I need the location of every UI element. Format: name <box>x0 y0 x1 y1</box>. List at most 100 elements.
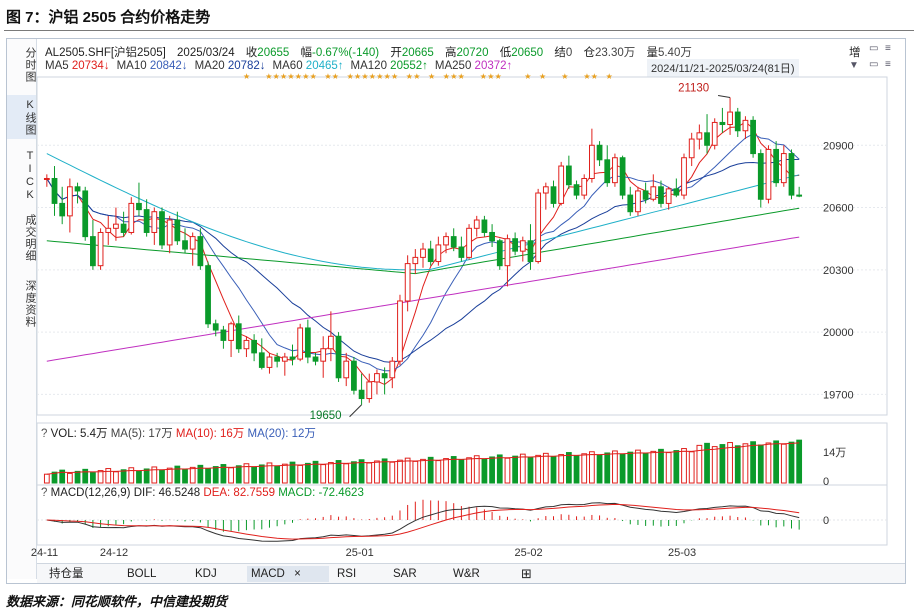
star-icon: ★ <box>280 72 287 81</box>
candle-body <box>289 356 296 360</box>
candle-body <box>182 240 188 250</box>
tab-trade-detail[interactable]: 成交明细 <box>24 214 36 262</box>
volume-bar <box>535 454 542 484</box>
star-icon: ★ <box>265 72 272 81</box>
candle-body <box>773 148 780 184</box>
volume-bar <box>788 441 795 484</box>
candle-body <box>159 211 165 246</box>
price-panel <box>36 76 888 416</box>
volume-bar <box>143 468 150 484</box>
tab-macd[interactable]: MACD × <box>247 566 329 582</box>
tab-depth-info[interactable]: 深度资料 <box>24 280 36 328</box>
volume-bar <box>289 461 296 484</box>
ma250-line <box>46 236 800 362</box>
star-icon: ★ <box>369 72 376 81</box>
volume-bar <box>719 444 726 484</box>
macd-help-icon[interactable]: ? <box>41 487 48 499</box>
volume-bar <box>228 467 234 484</box>
star-icon: ★ <box>606 72 613 81</box>
star-icon: ★ <box>295 72 302 81</box>
volume-bar <box>366 462 373 484</box>
add-tab-icon[interactable]: ⊞ <box>521 566 532 581</box>
candle-body <box>473 219 480 229</box>
x-tick-label: 25-01 <box>345 547 374 559</box>
tab-wr[interactable]: W&R <box>453 568 480 580</box>
candle-body <box>358 389 365 400</box>
figure-title: 图 7：沪铝 2505 合约价格走势 <box>6 9 211 26</box>
candle-body <box>673 188 680 196</box>
volume-bar <box>573 455 580 484</box>
candle-body <box>435 244 442 263</box>
volume-bar <box>681 448 687 484</box>
star-icon: ★ <box>243 72 250 81</box>
candle-body <box>205 265 211 325</box>
volume-bar <box>443 458 449 484</box>
tab-open-interest[interactable]: 持仓量 <box>49 568 84 580</box>
volume-bar <box>105 468 112 484</box>
volume-bar <box>343 463 350 484</box>
vol-tick-label: 14万 <box>823 447 846 459</box>
vol-help-icon[interactable]: ? <box>41 428 48 440</box>
volume-bar <box>235 465 242 484</box>
candle-body <box>642 190 649 200</box>
window-icon[interactable]: ▭ <box>869 43 879 54</box>
tab-close-icon[interactable]: × <box>294 568 301 580</box>
x-tick-label: 25-03 <box>668 547 697 559</box>
vol-label: 量 <box>646 47 658 59</box>
candle-body <box>612 157 618 184</box>
symbol: AL2505.SHF[沪铝2505] <box>45 47 166 59</box>
settings-icon[interactable]: ▭ <box>869 59 879 70</box>
volume-bar <box>427 456 434 484</box>
macd-panel <box>36 484 888 546</box>
candle-body <box>97 231 104 267</box>
change-label: 幅 <box>300 47 312 59</box>
tab-tick[interactable]: TICK <box>24 150 36 202</box>
volume-bar <box>374 460 380 484</box>
ma-legend-ma5: MA5 20734↓ <box>45 60 110 72</box>
star-icon: ★ <box>583 72 590 81</box>
grid-icon[interactable]: ≡ <box>885 59 891 70</box>
tab-sar[interactable]: SAR <box>393 568 417 580</box>
volume-bar <box>404 457 411 484</box>
candle-body <box>458 246 465 258</box>
volume-bar <box>435 460 442 484</box>
dropdown-icon[interactable]: ▼ <box>849 60 859 71</box>
tab-rsi[interactable]: RSI <box>337 568 357 580</box>
volume-bar <box>297 464 304 484</box>
volume-bar <box>182 468 188 484</box>
volume-bar <box>274 465 281 484</box>
source-note: 数据来源：同花顺软件，中信建投期货 <box>6 594 228 609</box>
star-icon: ★ <box>287 72 294 81</box>
volume-bar <box>412 460 419 484</box>
volume-bar <box>665 452 672 484</box>
candle-body <box>558 165 565 204</box>
candle-body <box>281 356 288 362</box>
tab-kdj[interactable]: KDJ <box>195 568 217 580</box>
tab-boll[interactable]: BOLL <box>127 568 157 580</box>
volume-bar <box>389 461 396 484</box>
x-tick-label: 25-02 <box>514 547 543 559</box>
volume-bar <box>281 463 288 484</box>
star-icon: ★ <box>450 72 457 81</box>
star-icon: ★ <box>310 72 317 81</box>
annotation-leader <box>349 404 362 418</box>
candle-body <box>757 153 764 200</box>
high-label: 高 <box>445 47 457 59</box>
volume-bar <box>151 466 158 484</box>
volume-bar <box>742 443 749 484</box>
menu-icon[interactable]: ≡ <box>885 43 891 54</box>
volume-bar <box>496 454 503 484</box>
volume-bar <box>780 443 787 484</box>
volume-bar <box>166 467 173 484</box>
macd-dea: DEA: 82.7559 <box>203 487 275 499</box>
ma-legend-ma20: MA20 20782↓ <box>194 60 266 72</box>
change-value: -0.67%(-140) <box>311 47 380 59</box>
candle-body <box>343 360 350 379</box>
candle-body <box>304 327 311 358</box>
star-icon: ★ <box>376 72 383 81</box>
tab-timeshare[interactable]: 分时图 <box>24 47 36 83</box>
candle-body <box>297 327 304 360</box>
tab-kline[interactable]: K线图 <box>7 95 36 139</box>
macd-tick-label: 0 <box>823 515 829 527</box>
